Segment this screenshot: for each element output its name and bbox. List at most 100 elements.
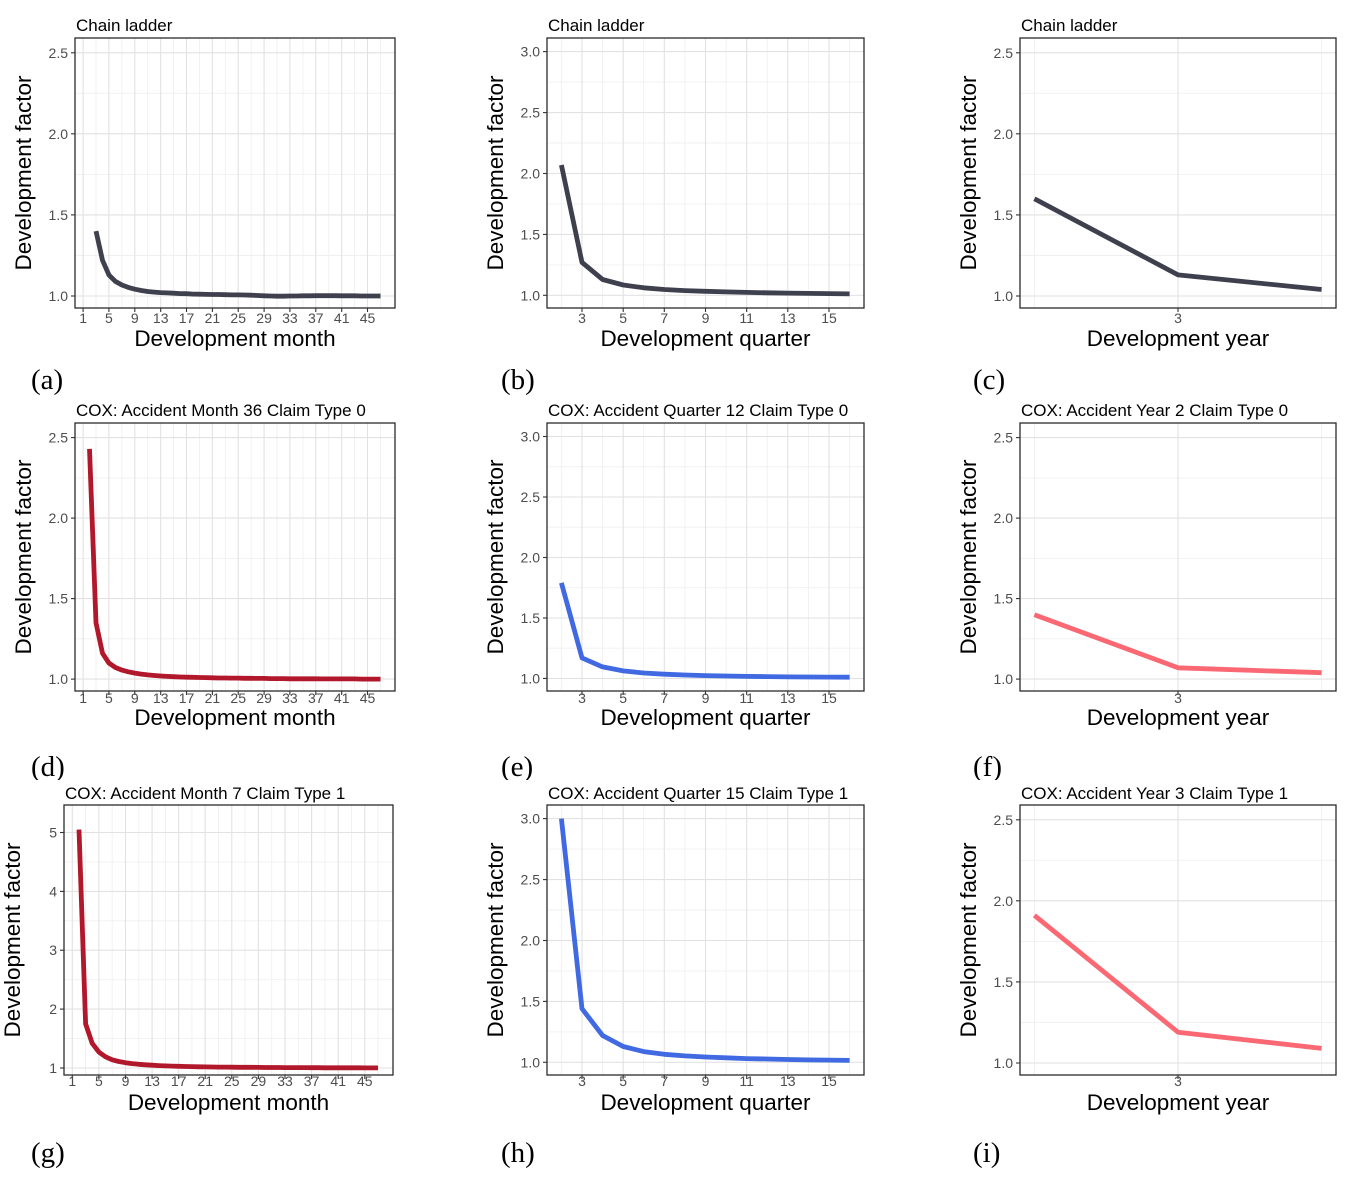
y-tick-label: 1.0 — [994, 1055, 1014, 1071]
x-tick-label: 33 — [277, 1073, 293, 1089]
y-axis-label: Development factor — [483, 459, 508, 655]
x-tick-label: 3 — [1174, 310, 1182, 326]
y-tick-label: 1.5 — [994, 591, 1014, 607]
chart-cell-c: 3 1.0 1.5 2.0 2.5 Chain ladder Development yea… — [915, 0, 1372, 395]
x-tick-label: 17 — [179, 690, 195, 706]
chart-cell-b: 3 5 7 9 11 13 15 1.0 1.5 2.0 2.5 3.0 Chain ladder Dev… — [457, 0, 915, 395]
x-tick-label: 5 — [105, 310, 113, 326]
x-tick-label: 25 — [224, 1073, 240, 1089]
plot-title: COX: Accident Quarter 15 Claim Type 1 — [548, 784, 848, 803]
plot-title: COX: Accident Year 3 Claim Type 1 — [1021, 784, 1288, 803]
x-tick-label: 9 — [702, 690, 710, 706]
x-tick-label: 37 — [308, 310, 324, 326]
x-tick-label: 17 — [179, 310, 195, 326]
x-tick-label: 25 — [230, 310, 246, 326]
y-tick-label: 1.0 — [521, 287, 541, 303]
chart-svg-b: 3 5 7 9 11 13 15 1.0 1.5 2.0 2.5 3.0 Chain ladder Dev… — [483, 16, 865, 395]
panel-border — [63, 804, 394, 1076]
plot-title: Chain ladder — [548, 16, 645, 35]
caption-label: (i) — [973, 1137, 1000, 1169]
x-tick-label: 7 — [660, 690, 668, 706]
x-tick-label: 13 — [780, 690, 796, 706]
x-tick-label: 29 — [256, 310, 272, 326]
y-tick-label: 2.0 — [994, 126, 1014, 142]
y-tick-label: 2.0 — [994, 893, 1014, 909]
y-axis-label: Development factor — [956, 459, 981, 655]
chart-cell-e: 3 5 7 9 11 13 15 1.0 1.5 2.0 2.5 3.0 COX: Accident Q… — [457, 395, 915, 780]
y-tick-label: 1.5 — [994, 974, 1014, 990]
y-tick-label: 3 — [49, 942, 57, 958]
x-tick-label: 5 — [105, 690, 113, 706]
y-tick-label: 1 — [49, 1060, 57, 1076]
x-axis-label: Development year — [1087, 705, 1270, 730]
y-tick-label: 2.5 — [49, 430, 69, 446]
y-tick-label: 5 — [49, 825, 57, 841]
x-tick-label: 3 — [578, 310, 586, 326]
caption-label: (d) — [31, 751, 65, 780]
x-tick-label: 45 — [357, 1073, 373, 1089]
plot-title: COX: Accident Quarter 12 Claim Type 0 — [548, 401, 848, 420]
y-tick-label: 4 — [49, 883, 57, 899]
x-tick-label: 15 — [821, 1073, 837, 1089]
x-tick-label: 17 — [171, 1073, 187, 1089]
panel-border — [74, 422, 396, 692]
y-tick-label: 1.0 — [994, 288, 1014, 304]
x-tick-label: 33 — [282, 310, 298, 326]
y-tick-label: 1.5 — [521, 993, 541, 1009]
plot-title: Chain ladder — [76, 16, 173, 35]
series-line — [1033, 196, 1322, 292]
series-line — [559, 818, 850, 1063]
x-tick-label: 21 — [205, 690, 221, 706]
x-tick-label: 29 — [251, 1073, 267, 1089]
chart-cell-a: 1 5 9 13 17 21 25 29 33 37 41 45 1.0 1.5 2.0 2.5 Chain l… — [0, 0, 457, 395]
y-tick-label: 1.0 — [994, 671, 1014, 687]
y-tick-label: 1.5 — [521, 226, 541, 242]
y-axis-label: Development factor — [483, 75, 508, 271]
series-line — [76, 829, 378, 1071]
y-tick-label: 1.0 — [521, 670, 541, 686]
x-axis-label: Development year — [1087, 326, 1270, 351]
x-tick-label: 1 — [68, 1073, 76, 1089]
y-tick-label: 3.0 — [521, 44, 541, 60]
caption-label: (a) — [31, 364, 63, 395]
x-tick-label: 9 — [131, 690, 139, 706]
x-tick-label: 13 — [153, 690, 169, 706]
chart-cell-g: 1 5 9 13 17 21 25 29 33 37 41 45 1 2 3 4 5 COX: Accident … — [0, 780, 457, 1186]
x-axis-label: Development year — [1087, 1090, 1270, 1115]
x-tick-label: 25 — [230, 690, 246, 706]
y-tick-label: 2 — [49, 1001, 57, 1017]
y-tick-label: 2.5 — [521, 105, 541, 121]
y-tick-label: 2.5 — [994, 812, 1014, 828]
x-tick-label: 45 — [360, 310, 376, 326]
y-tick-label: 2.5 — [49, 45, 69, 61]
x-tick-label: 37 — [304, 1073, 320, 1089]
x-tick-label: 45 — [360, 690, 376, 706]
chart-cell-i: 3 1.0 1.5 2.0 2.5 COX: Accident Year 3 Claim … — [915, 780, 1372, 1186]
y-tick-label: 2.0 — [521, 933, 541, 949]
y-axis-label: Development factor — [956, 842, 981, 1038]
x-tick-label: 41 — [334, 310, 350, 326]
x-tick-label: 13 — [780, 1073, 796, 1089]
x-tick-label: 11 — [739, 1073, 754, 1089]
y-tick-label: 2.0 — [49, 126, 69, 142]
y-tick-label: 2.5 — [521, 872, 541, 888]
series-line — [87, 448, 381, 682]
x-tick-label: 13 — [780, 310, 796, 326]
y-tick-label: 1.0 — [521, 1054, 541, 1070]
x-tick-label: 5 — [619, 690, 627, 706]
x-tick-label: 5 — [95, 1073, 103, 1089]
x-tick-label: 9 — [702, 1073, 710, 1089]
x-tick-label: 5 — [619, 1073, 627, 1089]
x-tick-label: 21 — [205, 310, 221, 326]
chart-svg-a: 1 5 9 13 17 21 25 29 33 37 41 45 1.0 1.5 2.0 2.5 Chain l… — [11, 16, 396, 395]
plot-title: COX: Accident Month 36 Claim Type 0 — [76, 401, 366, 420]
chart-svg-i: 3 1.0 1.5 2.0 2.5 COX: Accident Year 3 Claim … — [956, 784, 1337, 1169]
x-tick-label: 37 — [308, 690, 324, 706]
x-tick-label: 41 — [334, 690, 350, 706]
plot-title: COX: Accident Year 2 Claim Type 0 — [1021, 401, 1288, 420]
x-tick-label: 1 — [79, 690, 87, 706]
y-tick-label: 1.5 — [49, 591, 69, 607]
y-tick-label: 3.0 — [521, 429, 541, 445]
